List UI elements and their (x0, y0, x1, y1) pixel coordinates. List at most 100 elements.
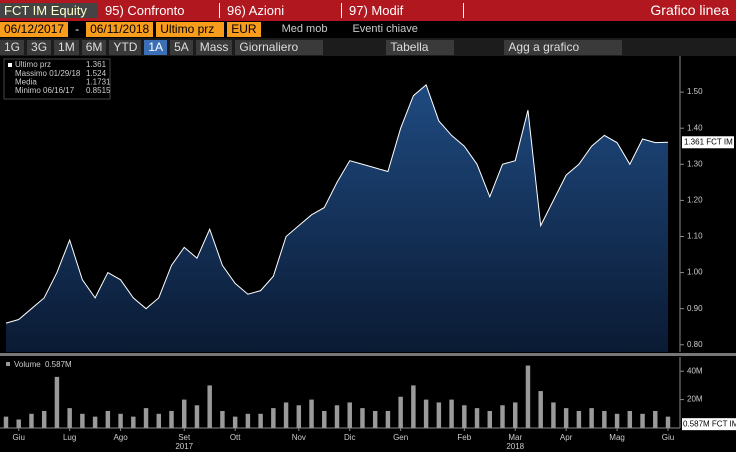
volume-bar (334, 405, 340, 428)
x-tick-label: Apr (560, 433, 573, 442)
volume-bar (54, 376, 60, 428)
legend-value: 1.361 (86, 60, 107, 69)
currency[interactable]: EUR (227, 22, 261, 37)
volume-bar (131, 416, 136, 428)
ticker[interactable]: FCT IM Equity (0, 3, 98, 18)
volume-bar (41, 410, 47, 428)
stat-value: 1.1731 (86, 78, 111, 87)
price-area (6, 84, 668, 352)
volume-bar (551, 402, 556, 428)
x-tick-label: Mar (508, 433, 522, 442)
period-button[interactable]: 6M (81, 39, 107, 55)
volume-bar (258, 413, 263, 428)
stat-label: Media (15, 78, 37, 87)
volume-bar (360, 408, 365, 428)
end-date[interactable]: 06/11/2018 (86, 22, 154, 37)
x-tick-label: Ago (113, 433, 128, 442)
legend-swatch (8, 63, 12, 67)
period-button[interactable]: 3G (27, 39, 52, 55)
volume-bar (665, 416, 671, 428)
volume-bar (16, 419, 21, 428)
menu-item[interactable]: 95) Confronto (101, 3, 220, 18)
volume-bar (92, 416, 98, 428)
price-line (5, 84, 669, 324)
volume-bar (411, 385, 416, 428)
volume-bar (436, 402, 442, 428)
volume-tag: 0.587M FCT IM (683, 419, 736, 428)
volume-bar (538, 391, 543, 428)
volume-bar (513, 402, 518, 428)
volume-bar (525, 365, 531, 428)
y-tick-label: 1.40 (687, 123, 703, 132)
x-tick-label: Feb (457, 433, 471, 442)
x-tick-label: Dic (344, 433, 356, 442)
x-tick-label: Mag (609, 433, 625, 442)
volume-bar (372, 410, 378, 428)
period-button[interactable]: 5A (170, 39, 193, 55)
volume-bar (487, 410, 492, 428)
option[interactable]: Med mob (281, 23, 328, 35)
y-tick-label: 40M (687, 366, 703, 375)
volume-bar (143, 408, 149, 428)
x-tick-label: Ott (230, 433, 241, 442)
menu-item[interactable]: 97) Modif (345, 3, 464, 18)
period-bar: 1G 3G 1M 6M YTD 1A 5A Mass Giornaliero Tabella A… (0, 38, 736, 56)
year-label: 2018 (506, 442, 524, 451)
volume-bar (602, 410, 607, 428)
x-tick-label: Set (178, 433, 191, 442)
volume-bar (627, 410, 633, 428)
volume-bar (309, 399, 314, 428)
legend-value: 0.587M (45, 360, 72, 369)
legend-name: Volume (14, 360, 41, 369)
view-name[interactable]: Grafico linea (650, 2, 729, 18)
volume-bar (105, 410, 111, 428)
volume-bar (576, 410, 582, 428)
volume-bar (322, 410, 327, 428)
volume-bar (449, 399, 454, 428)
frequency[interactable]: Giornaliero (235, 39, 324, 55)
stat-value: 0.8515 (86, 86, 111, 95)
period-button[interactable]: 1G (0, 39, 25, 55)
x-tick-label: Lug (63, 433, 76, 442)
volume-bar (640, 413, 645, 428)
option[interactable]: Eventi chiave (352, 23, 418, 35)
y-tick-label: 1.00 (687, 268, 703, 277)
y-tick-label: 1.50 (687, 87, 703, 96)
volume-bar (80, 413, 85, 428)
volume-bar (563, 408, 569, 428)
y-tick-label: 0.80 (687, 340, 703, 349)
range-bar: 06/12/2017 - 06/11/2018 Ultimo prz EUR M… (0, 21, 736, 38)
volume-bar (232, 416, 238, 428)
volume-bar (182, 399, 187, 428)
volume-bar (474, 408, 480, 428)
volume-bar (220, 410, 225, 428)
volume-bar (29, 413, 34, 428)
menu-item[interactable]: 96) Azioni (223, 3, 342, 18)
period-button[interactable]: 1A (144, 39, 168, 55)
x-tick-label: Nov (292, 433, 306, 442)
volume-bar (589, 408, 594, 428)
volume-bar (398, 396, 403, 428)
price-tag-bg (682, 136, 734, 149)
volume-bar (271, 408, 276, 428)
period-button[interactable]: YTD (109, 39, 142, 55)
y-tick-label: 0.90 (687, 304, 703, 313)
volume-bar (283, 402, 289, 428)
field[interactable]: Ultimo prz (156, 22, 225, 37)
action-button[interactable]: Tabella (386, 39, 455, 55)
volume-bar (169, 410, 174, 428)
volume-bar (3, 416, 9, 428)
legend-box (3, 58, 111, 100)
action-button[interactable]: Agg a grafico (504, 39, 623, 55)
volume-bar (296, 405, 302, 428)
start-date[interactable]: 06/12/2017 (0, 22, 69, 37)
volume-bar (385, 410, 391, 428)
volume-bar (207, 385, 212, 428)
stat-label: Massimo 01/29/18 (15, 69, 81, 78)
legend-name: Ultimo prz (15, 60, 51, 69)
period-button[interactable]: 1M (54, 39, 79, 55)
volume-bar (653, 410, 658, 428)
period-button[interactable]: Mass (195, 39, 233, 55)
y-tick-label: 1.20 (687, 195, 703, 204)
